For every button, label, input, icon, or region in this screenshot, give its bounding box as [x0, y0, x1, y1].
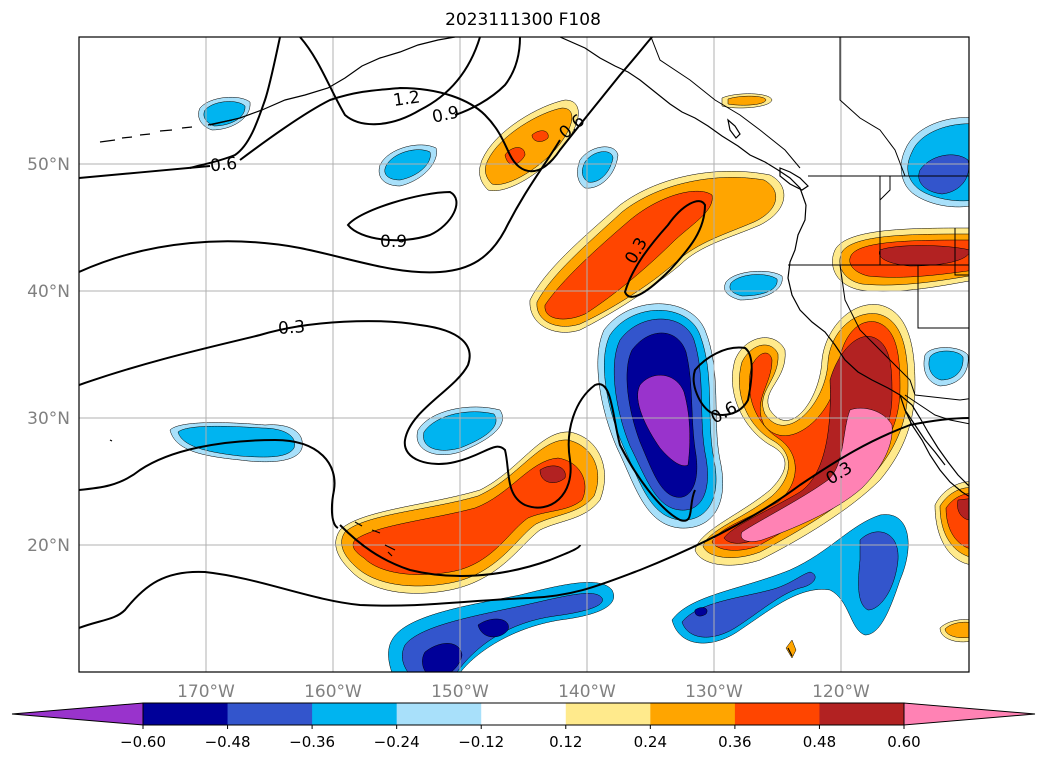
contour-label: 1.2: [392, 87, 422, 111]
lat-label: 40°N: [27, 282, 70, 302]
neg-patch-140w-50n-inner: [582, 151, 614, 183]
neg-blob-central-min: [637, 374, 691, 466]
map-area: 1.2 0.9 0.6 0.6 0.9 0.3 0.3 0.6 0.3: [79, 37, 969, 672]
pos-band-sw-048: [539, 465, 566, 483]
lon-label: 170°W: [177, 682, 235, 702]
colorbar-tick-label: 0.12: [549, 733, 582, 751]
colorbar: −0.60 −0.48 −0.36 −0.24 −0.12 0.12 0.24 0.36 0.4…: [11, 702, 1036, 751]
contour-label: 0.3: [277, 317, 305, 339]
neg-band-south-core: [422, 618, 509, 672]
colorbar-frame: [142, 702, 905, 726]
neg-patch-158w-50n-inner: [384, 149, 431, 181]
contour-label: 0.9: [430, 102, 461, 127]
colorbar-swatch: [143, 703, 229, 725]
contour-label: 0.6: [209, 154, 238, 177]
pos-patch-130w-55n-inner: [727, 95, 767, 106]
map-frame: [78, 36, 970, 673]
colorbar-extend-low: [11, 702, 144, 726]
colorbar-swatch: [396, 703, 482, 725]
graticule: [79, 37, 969, 672]
colorbar-tick-label: −0.36: [289, 733, 335, 751]
pos-ne-interior-048: [878, 245, 969, 267]
colorbar-swatch: [734, 703, 820, 725]
colorbar-tick-label: 0.36: [718, 733, 751, 751]
neg-ne-048: [918, 154, 969, 195]
lon-label: 150°W: [431, 682, 489, 702]
neg-patch-172w-53n-inner: [203, 101, 246, 127]
lat-label: 20°N: [27, 536, 70, 556]
lon-labels: 170°W 160°W 150°W 140°W 130°W 120°W: [177, 682, 870, 702]
colorbar-tick-label: −0.48: [205, 733, 251, 751]
lat-label: 30°N: [27, 409, 70, 429]
contours: [79, 37, 969, 629]
map-title: 2023111300 F108: [445, 10, 601, 30]
colorbar-tick-label: −0.12: [458, 733, 504, 751]
colorbar-swatch: [312, 703, 398, 725]
lon-label: 130°W: [685, 682, 743, 702]
pos-patch-se-15n-inner: [944, 621, 969, 638]
anomaly-fills: [169, 93, 969, 672]
colorbar-swatch: [565, 703, 651, 725]
colorbar-swatch: [227, 703, 313, 725]
pos-plume-060: [740, 407, 893, 542]
political-borders: [650, 37, 969, 425]
neg-patch-118w-35n-inner: [928, 350, 964, 381]
neg-blob-se-core: [694, 607, 708, 617]
contour-label: 0.9: [380, 232, 407, 252]
colorbar-swatch: [650, 703, 736, 725]
lat-labels: 20°N 30°N 40°N 50°N: [27, 155, 70, 556]
pos-blob-145w-52n-024: [485, 107, 573, 185]
pos-se-corner-048: [957, 498, 969, 521]
colorbar-extend-high: [903, 702, 1036, 726]
colorbar-tick-label: −0.60: [120, 733, 166, 751]
colorbar-tick-label: 0.24: [634, 733, 667, 751]
colorbar-swatch: [819, 703, 905, 725]
coastlines: [99, 37, 969, 657]
pos-patch-tiny: [785, 639, 797, 659]
lat-label: 50°N: [27, 155, 70, 175]
colorbar-tick-label: −0.24: [374, 733, 420, 751]
lon-label: 160°W: [304, 682, 362, 702]
colorbar-swatch: [481, 703, 567, 725]
neg-blob-se-inner: [681, 531, 899, 638]
colorbar-tick-label: 0.48: [803, 733, 836, 751]
lon-label: 120°W: [812, 682, 870, 702]
lon-label: 140°W: [558, 682, 616, 702]
pos-blob-145w-52n-036: [504, 130, 549, 165]
colorbar-tick-label: 0.60: [887, 733, 920, 751]
